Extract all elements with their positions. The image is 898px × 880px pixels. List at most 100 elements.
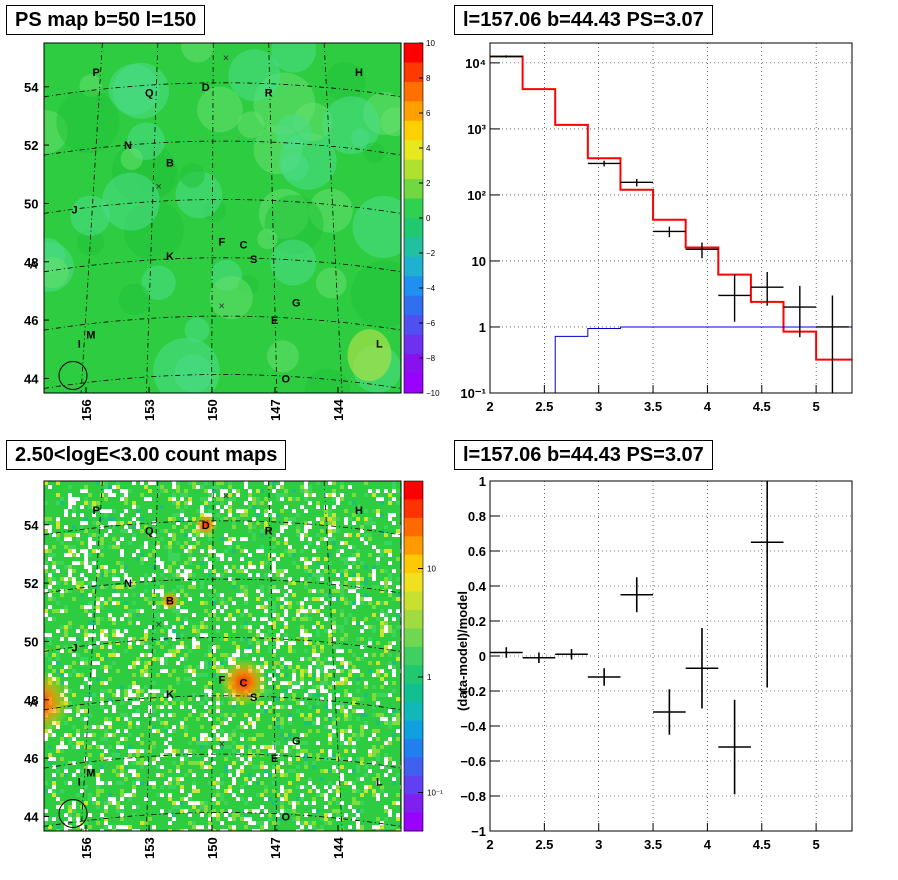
count-pixel [100,789,104,793]
count-pixel [372,753,376,757]
count-pixel [136,661,140,665]
count-pixel [328,561,332,565]
count-pixel [100,597,104,601]
count-pixel [60,773,64,777]
count-pixel [208,829,212,831]
count-pixel [248,629,252,633]
count-pixel [164,569,168,573]
count-pixel [384,825,388,829]
y-tick-label: 50 [24,196,38,211]
count-pixel [232,761,236,765]
count-pixel [56,537,60,541]
count-pixel [124,689,128,693]
count-pixel [160,661,164,665]
count-pixel [356,709,360,713]
count-pixel [244,761,248,765]
count-pixel [236,813,240,817]
count-pixel [384,805,388,809]
source-label-k: K [166,251,174,263]
count-pixel [384,625,388,629]
count-pixel [216,701,220,705]
count-pixel [140,561,144,565]
count-pixel [116,481,120,485]
count-pixel [348,681,352,685]
count-pixel [44,609,48,613]
count-pixel [340,665,344,669]
count-pixel [104,689,108,693]
count-pixel [368,533,372,537]
count-pixel [284,737,288,741]
count-pixel [124,717,128,721]
count-pixel [336,757,340,761]
count-pixel [48,637,52,641]
count-pixel [48,517,52,521]
count-pixel [296,749,300,753]
count-pixel [128,797,132,801]
count-pixel [312,761,316,765]
count-pixel [144,589,148,593]
count-pixel [100,605,104,609]
count-pixel [92,733,96,737]
count-pixel [336,765,340,769]
count-pixel [324,593,328,597]
count-pixel [204,689,208,693]
grid [490,43,852,393]
count-pixel [312,573,316,577]
count-pixel [92,501,96,505]
y-tick-label: −0.8 [460,789,486,804]
count-pixel [392,669,396,673]
count-pixel [304,765,308,769]
count-pixel [92,505,96,509]
count-pixel [220,781,224,785]
count-pixel [88,533,92,537]
count-pixel [288,545,292,549]
count-pixel [376,509,380,513]
count-pixel [212,761,216,765]
count-pixel [100,601,104,605]
count-pixel [392,781,396,785]
count-pixel [116,545,120,549]
count-pixel [48,657,52,661]
count-pixel [60,501,64,505]
count-pixel [308,577,312,581]
count-pixel [304,785,308,789]
count-pixel [276,797,280,801]
count-pixel [220,597,224,601]
count-pixel [44,589,48,593]
count-pixel [208,753,212,757]
count-pixel [48,557,52,561]
colorbar-tick-label: 10 [427,565,436,574]
count-pixel [296,529,300,533]
count-pixel [76,729,80,733]
count-pixel [276,633,280,637]
count-pixel [372,733,376,737]
count-pixel [352,557,356,561]
count-pixel [168,697,172,701]
count-pixel [224,633,228,637]
count-pixel [140,757,144,761]
count-pixel [96,621,100,625]
colorbar-cell [404,373,423,394]
count-pixel [180,657,184,661]
count-pixel [368,521,372,525]
count-pixel [252,537,256,541]
count-pixel [152,781,156,785]
count-pixel [192,557,196,561]
count-pixel [76,741,80,745]
count-pixel [164,729,168,733]
count-pixel [224,637,228,641]
count-pixel [184,617,188,621]
count-pixel [44,517,48,521]
count-pixel [272,801,276,805]
count-pixel [152,637,156,641]
count-pixel [220,537,224,541]
count-pixel [128,725,132,729]
count-pixel [300,733,304,737]
count-pixel [124,737,128,741]
count-pixel [344,717,348,721]
count-pixel [128,541,132,545]
count-pixel [120,773,124,777]
count-pixel [48,585,52,589]
count-pixel [116,805,120,809]
count-pixel [92,533,96,537]
